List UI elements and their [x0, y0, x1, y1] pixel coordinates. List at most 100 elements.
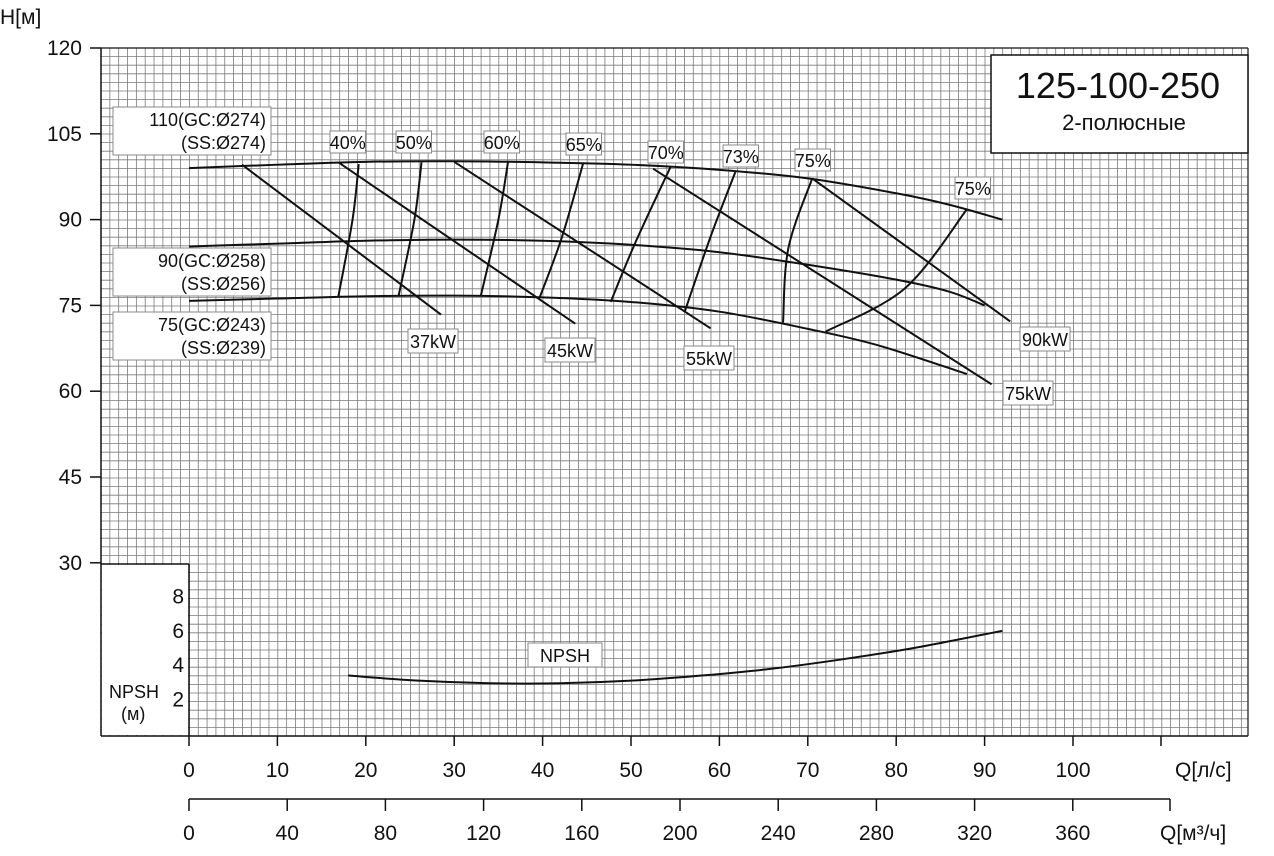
x2-tick-label: 200: [662, 822, 697, 845]
npsh-label-box: [527, 642, 603, 668]
power-line-37kW: [241, 163, 442, 316]
titles: H[м] Q[л/с] Q[м³/ч] 125-100-250 2-полюсн…: [0, 6, 1249, 845]
head-curve-110: [188, 160, 1003, 221]
series-label-text: 75(GC:Ø243): [158, 315, 266, 335]
title-box: [990, 54, 1249, 154]
y-axis-ticks: 120 105 90 75 60 45 30 8 6 4 2: [47, 37, 184, 712]
efficiency-label: 70%: [647, 140, 684, 164]
power-label: 37kW: [407, 328, 459, 354]
efficiency-curve: [337, 164, 360, 297]
y-tick-label: 75: [59, 294, 82, 317]
efficiency-label-text: 40%: [330, 133, 366, 153]
efficiency-curve: [539, 162, 585, 298]
y-tick-label: 45: [59, 466, 82, 489]
power-line-75kW: [652, 167, 993, 386]
power-label: 55kW: [683, 345, 735, 371]
efficiency-curve: [609, 165, 672, 303]
npsh-curve: [348, 629, 1003, 685]
efficiency-label: 73%: [722, 144, 759, 168]
efficiency-label-text: 75%: [955, 179, 991, 199]
x2-axis-label: Q[м³/ч]: [1160, 822, 1226, 845]
series-label-box: [112, 247, 272, 297]
efficiency-curve: [825, 208, 968, 333]
y-tick-label: 90: [59, 209, 82, 232]
power-label-box: [407, 328, 459, 354]
power-label-text: 45kW: [547, 341, 593, 361]
efficiency-label: 40%: [329, 130, 366, 154]
x-axis-label: Q[л/с]: [1175, 759, 1232, 782]
efficiency-label-text: 73%: [723, 147, 759, 167]
power-line-55kW: [453, 160, 712, 330]
power-label-text: 75kW: [1005, 384, 1051, 404]
y-axis-label: H[м]: [0, 6, 41, 29]
efficiency-label-text: 50%: [396, 133, 432, 153]
efficiency-label-box: [954, 176, 991, 200]
power-label: 90kW: [1019, 326, 1071, 352]
efficiency-curve: [782, 178, 814, 323]
series-label: 75(GC:Ø243) (SS:Ø239): [112, 311, 272, 361]
x-tick-label: 0: [183, 759, 195, 782]
npsh-label: NPSH: [527, 642, 603, 668]
power-label-text: 90kW: [1022, 330, 1068, 350]
series-label-text: 90(GC:Ø258): [158, 251, 266, 271]
x-tick-label: 70: [796, 759, 819, 782]
power-line-90kW: [811, 177, 1011, 323]
series-label: 90(GC:Ø258) (SS:Ø256): [112, 247, 272, 297]
chart-frame: [100, 47, 1249, 800]
power-label-box: [1019, 326, 1071, 352]
npsh-axis-unit: (м): [121, 704, 145, 724]
efficiency-curve: [683, 171, 737, 312]
power-label-text: 55kW: [686, 349, 732, 369]
series-label-text: (SS:Ø239): [181, 338, 266, 358]
efficiency-label: 60%: [483, 130, 520, 154]
x2-tick-label: 120: [466, 822, 501, 845]
x-tick-label: 90: [973, 759, 996, 782]
y-tick-label: 30: [59, 552, 82, 575]
efficiency-label-box: [565, 132, 602, 156]
curves: [188, 160, 1011, 685]
x2-tick-label: 160: [564, 822, 599, 845]
power-label-text: 37kW: [410, 332, 456, 352]
power-line-45kW: [338, 162, 576, 325]
x-tick-label: 60: [708, 759, 731, 782]
efficiency-label: 65%: [565, 132, 602, 156]
x-tick-label: 30: [443, 759, 466, 782]
series-label: 110(GC:Ø274) (SS:Ø274): [112, 106, 272, 156]
efficiency-label-text: 70%: [648, 143, 684, 163]
npsh-tick-label: 8: [172, 585, 184, 608]
series-label-box: [112, 311, 272, 361]
head-curve-75: [188, 294, 968, 375]
npsh-tick-label: 2: [172, 689, 184, 712]
npsh-label-text: NPSH: [540, 646, 590, 666]
efficiency-label: 75%: [794, 148, 831, 172]
series-label-text: (SS:Ø274): [181, 133, 266, 153]
x2-tick-label: 80: [374, 822, 397, 845]
chart-subtitle: 2-полюсные: [1062, 110, 1186, 135]
series-label-box: [112, 106, 272, 156]
npsh-tick-label: 4: [172, 654, 184, 677]
y-tick-label: 120: [47, 37, 82, 60]
x-tick-label: 80: [885, 759, 908, 782]
efficiency-curve: [479, 161, 510, 297]
x-tick-label: 50: [619, 759, 642, 782]
x2-tick-label: 40: [276, 822, 299, 845]
efficiency-label-text: 65%: [566, 135, 602, 155]
x2-tick-label: 280: [859, 822, 894, 845]
chart-title: 125-100-250: [1016, 65, 1220, 106]
efficiency-label-box: [329, 130, 366, 154]
efficiency-label-box: [722, 144, 759, 168]
x2-tick-label: 0: [183, 822, 195, 845]
power-label: 45kW: [544, 337, 596, 363]
efficiency-label-text: 75%: [795, 151, 831, 171]
x-axis-ticks: 0 10 20 30 40 50 60 70 80 90 100 0 40 80 120 160 200 240 2…: [183, 736, 1171, 845]
efficiency-label: 50%: [395, 130, 432, 154]
npsh-axis-label: NPSH: [109, 682, 159, 702]
efficiency-label: 75%: [954, 176, 991, 200]
power-label-box: [683, 345, 735, 371]
npsh-tick-label: 6: [172, 620, 184, 643]
x2-tick-label: 240: [761, 822, 796, 845]
power-label-box: [1002, 380, 1054, 406]
efficiency-label-box: [794, 148, 831, 172]
x-tick-label: 10: [266, 759, 289, 782]
